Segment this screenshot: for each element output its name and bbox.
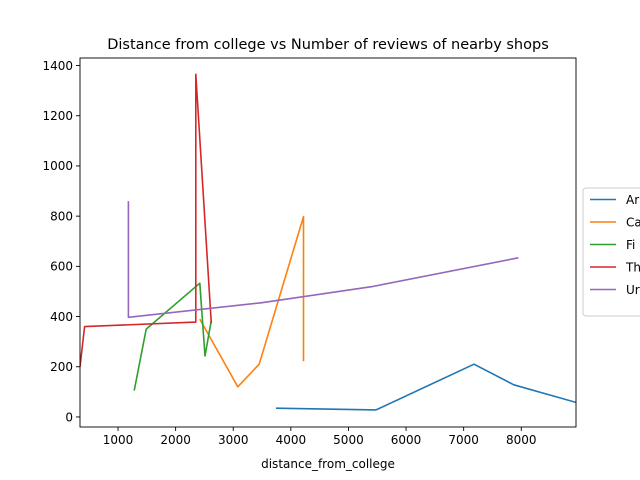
x-tick-label-5: 6000 [391, 433, 422, 447]
plot-frame [79, 57, 577, 428]
series-line-4 [127, 201, 519, 319]
y-tick-label-7: 1400 [42, 59, 73, 73]
y-tick-label-0: 0 [65, 410, 73, 424]
x-axis-ticks: 1000 2000 3000 4000 5000 6000 7000 8000 [103, 427, 537, 447]
legend-label-3: Th [625, 261, 640, 275]
x-tick-label-2: 3000 [218, 433, 249, 447]
chart-title: Distance from college vs Number of revie… [107, 37, 549, 53]
legend-box [582, 187, 640, 317]
legend-label-2: Fi [626, 238, 635, 252]
y-tick-label-5: 1000 [42, 159, 73, 173]
series-line-0 [275, 363, 576, 411]
x-tick-label-1: 2000 [160, 433, 191, 447]
y-tick-label-2: 400 [50, 310, 73, 324]
plot-lines [80, 73, 576, 411]
x-tick-label-3: 4000 [276, 433, 307, 447]
x-tick-label-6: 7000 [448, 433, 479, 447]
x-tick-label-0: 1000 [103, 433, 134, 447]
series-line-2 [133, 282, 213, 391]
x-tick-label-4: 5000 [333, 433, 364, 447]
legend-label-1: Ca [626, 216, 640, 230]
series-line-3 [80, 73, 213, 367]
y-tick-label-3: 600 [50, 260, 73, 274]
x-axis-label: distance_from_college [261, 457, 395, 471]
x-tick-label-7: 8000 [506, 433, 537, 447]
y-tick-label-6: 1200 [42, 109, 73, 123]
legend-label-0: Ar [626, 193, 639, 207]
y-tick-label-4: 800 [50, 209, 73, 223]
y-tick-label-1: 200 [50, 360, 73, 374]
legend-label-4: Ur [626, 283, 640, 297]
y-axis-ticks: 0 200 400 600 800 1000 1200 1400 [42, 59, 80, 424]
series-line-1 [199, 215, 305, 388]
legend: Ar Ca Fi Th Ur [582, 187, 640, 317]
